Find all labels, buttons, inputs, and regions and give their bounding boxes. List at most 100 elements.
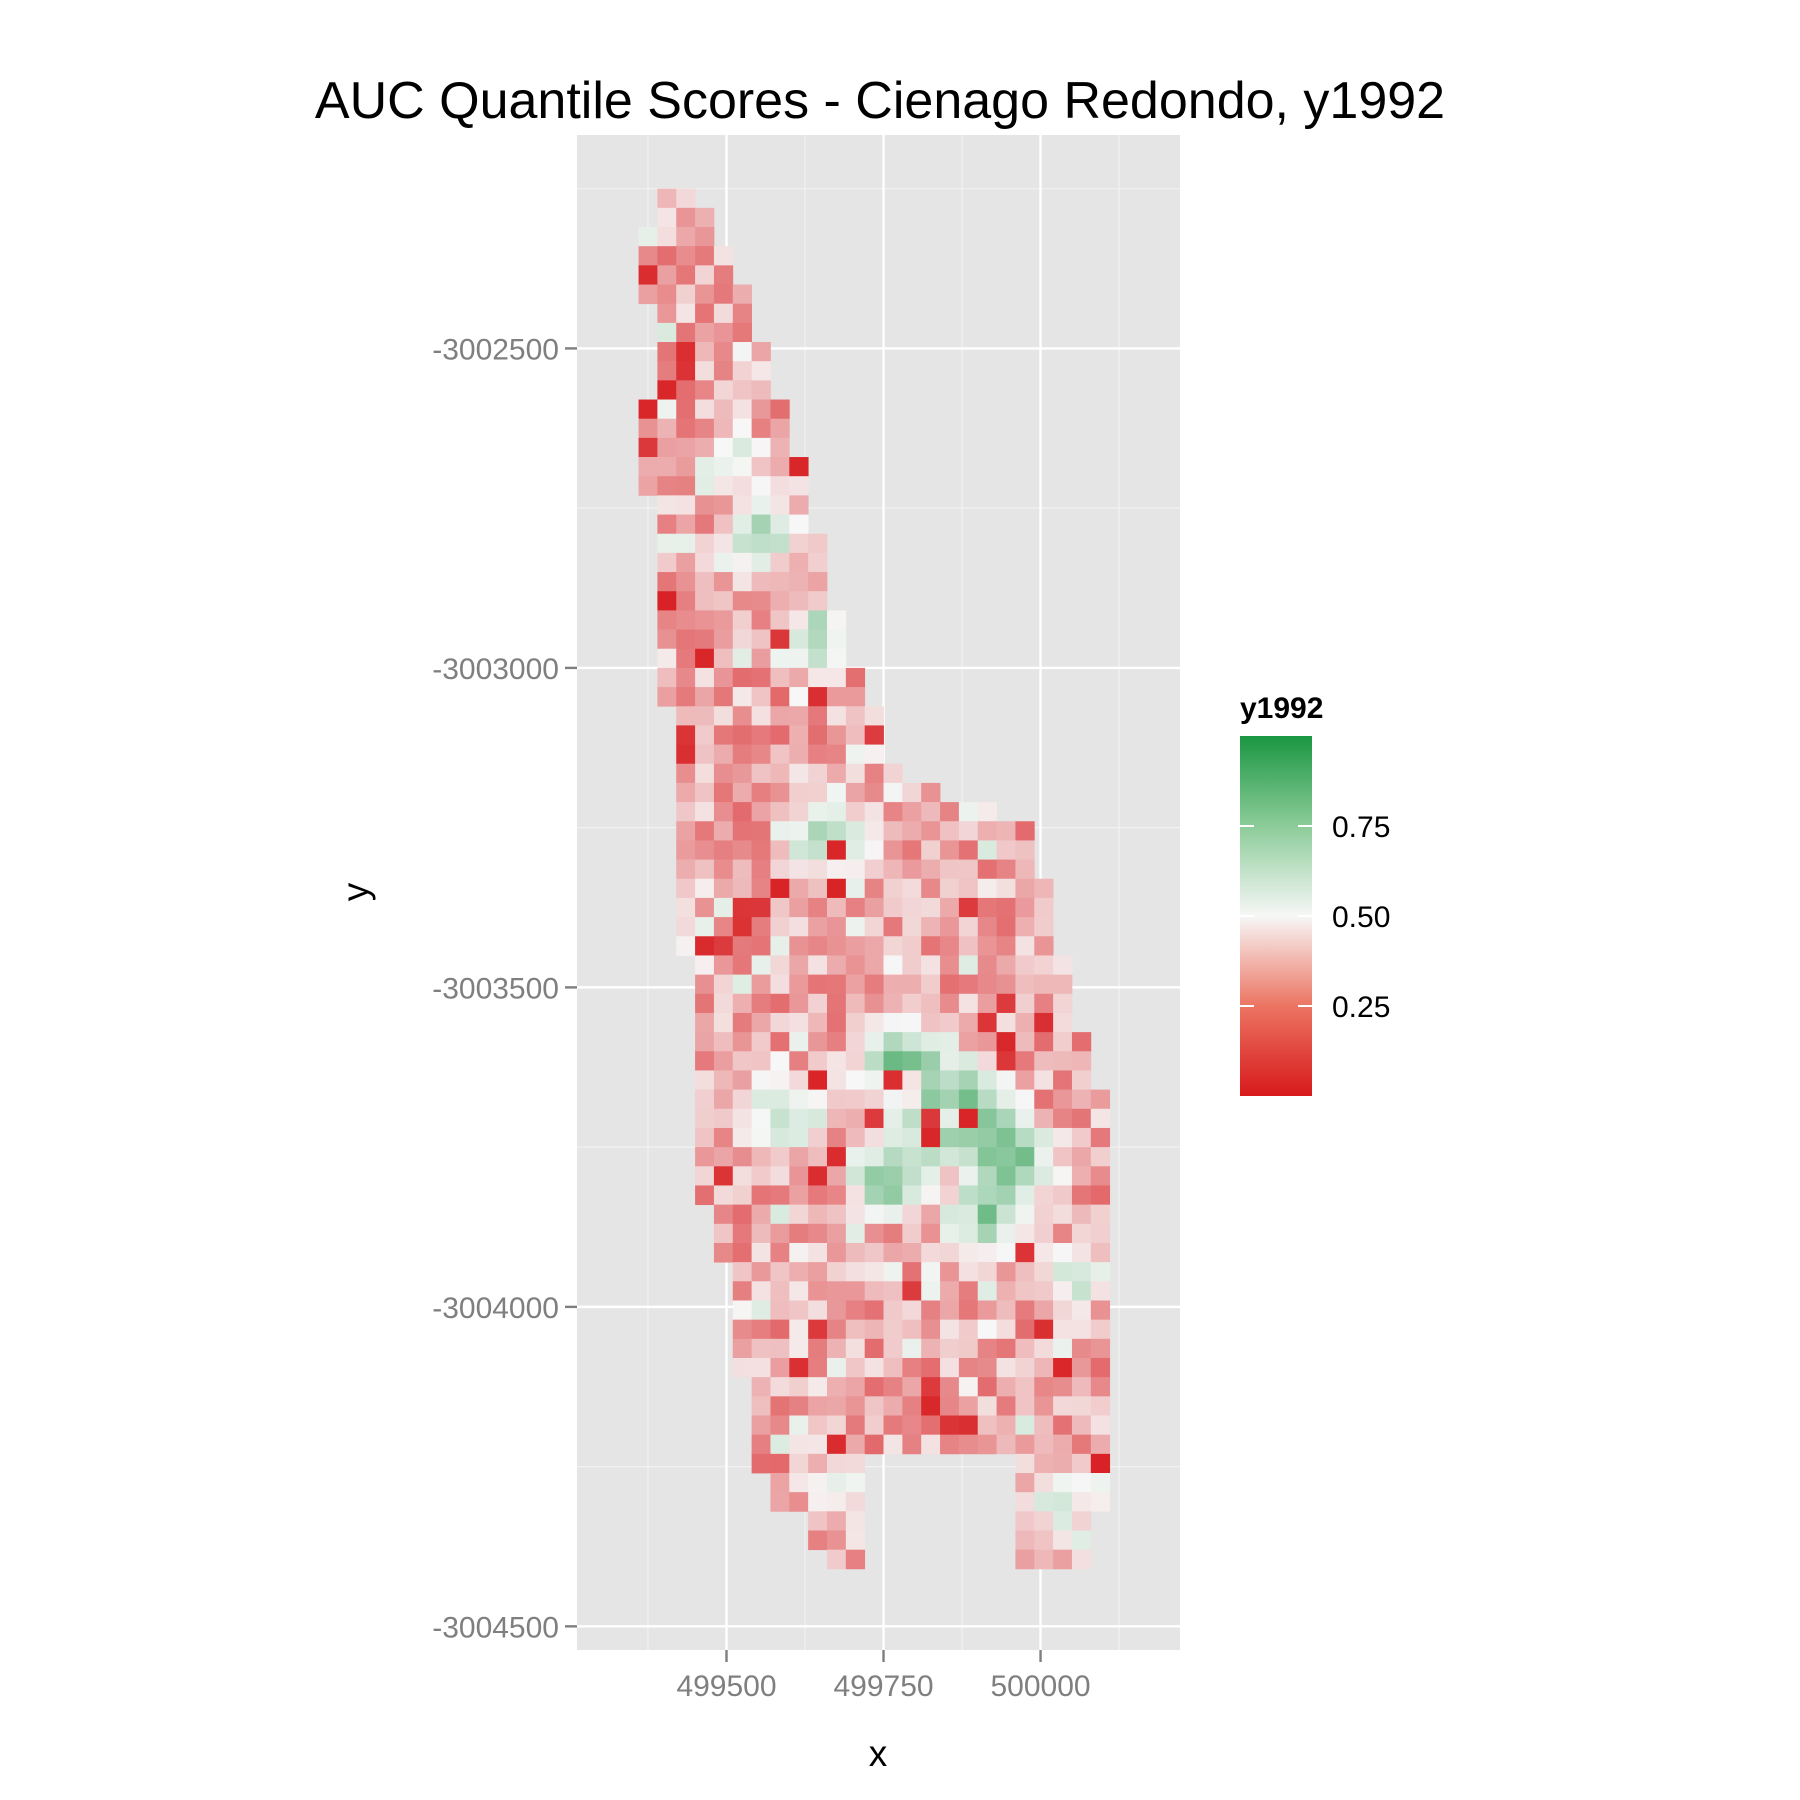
heatmap-cell	[996, 1300, 1016, 1321]
heatmap-cell	[1071, 1185, 1092, 1206]
heatmap-cell	[864, 1108, 884, 1129]
heatmap-cell	[1053, 1473, 1073, 1493]
heatmap-cell	[1015, 1089, 1035, 1110]
heatmap-cell	[1034, 878, 1054, 899]
heatmap-cell	[921, 1012, 941, 1033]
heatmap-cell	[996, 840, 1016, 860]
heatmap-cell	[921, 821, 941, 841]
heatmap-cell	[638, 246, 658, 266]
heatmap-cell	[732, 1204, 753, 1225]
heatmap-cell	[1071, 1396, 1092, 1416]
heatmap-cell	[1053, 1147, 1073, 1167]
heatmap-cell	[732, 1089, 753, 1110]
heatmap-cell	[826, 1166, 847, 1186]
heatmap-cell	[958, 1262, 979, 1282]
heatmap-cell	[695, 1070, 715, 1091]
heatmap-cell	[864, 1377, 884, 1397]
heatmap-cell	[1034, 1166, 1054, 1186]
heatmap-cell	[751, 533, 771, 554]
heatmap-cell	[770, 1012, 790, 1033]
heatmap-cell	[1034, 1357, 1054, 1378]
heatmap-cell	[826, 1492, 847, 1512]
heatmap-cell	[695, 1051, 715, 1071]
heatmap-cell	[1071, 1223, 1092, 1244]
heatmap-cell	[657, 687, 677, 707]
heatmap-cell	[789, 782, 809, 803]
heatmap-cell	[751, 572, 771, 592]
heatmap-cell	[883, 1338, 903, 1359]
heatmap-cell	[789, 744, 809, 765]
heatmap-cell	[864, 1434, 884, 1455]
heatmap-cell	[789, 878, 809, 899]
heatmap-cell	[713, 725, 734, 745]
heatmap-cell	[751, 1070, 771, 1091]
heatmap-cell	[958, 878, 979, 899]
heatmap-cell	[940, 1396, 960, 1416]
heatmap-cell	[770, 1185, 790, 1206]
heatmap-cell	[1090, 1492, 1111, 1512]
heatmap-cell	[789, 552, 809, 573]
heatmap-cell	[732, 648, 753, 669]
heatmap-cell	[713, 706, 734, 726]
heatmap-cell	[751, 1300, 771, 1321]
heatmap-cell	[883, 1262, 903, 1282]
heatmap-cell	[732, 514, 753, 535]
heatmap-cell	[902, 974, 922, 995]
heatmap-cell	[789, 1492, 809, 1512]
heatmap-cell	[789, 514, 809, 535]
heatmap-cell	[826, 1242, 847, 1263]
heatmap-cell	[713, 648, 734, 669]
heatmap-cell	[1053, 1127, 1073, 1148]
heatmap-cell	[789, 1377, 809, 1397]
heatmap-cell	[638, 437, 658, 458]
heatmap-cell	[1034, 1300, 1054, 1321]
heatmap-cell	[940, 859, 960, 880]
heatmap-cell	[826, 1127, 847, 1148]
heatmap-cell	[996, 974, 1016, 995]
heatmap-cell	[695, 859, 715, 880]
heatmap-cell	[751, 1108, 771, 1129]
heatmap-cell	[1034, 1012, 1054, 1033]
heatmap-cell	[676, 667, 696, 688]
heatmap-cell	[695, 840, 715, 860]
heatmap-cell	[958, 1319, 979, 1340]
heatmap-cell	[732, 936, 753, 956]
heatmap-cell	[751, 1262, 771, 1282]
heatmap-cell	[770, 476, 790, 496]
heatmap-cell	[695, 1032, 715, 1052]
heatmap-cell	[676, 284, 696, 305]
heatmap-cell	[921, 1338, 941, 1359]
heatmap-cell	[902, 936, 922, 956]
heatmap-cell	[1053, 1223, 1073, 1244]
heatmap-cell	[732, 322, 753, 343]
heatmap-cell	[883, 859, 903, 880]
heatmap-cell	[845, 1108, 866, 1129]
heatmap-cell	[958, 1338, 979, 1359]
heatmap-cell	[845, 1319, 866, 1340]
heatmap-cell	[713, 342, 734, 362]
heatmap-cell	[789, 629, 809, 650]
heatmap-cell	[826, 1453, 847, 1474]
heatmap-cell	[638, 227, 658, 247]
heatmap-cell	[751, 763, 771, 784]
heatmap-cell	[1034, 1453, 1054, 1474]
heatmap-cell	[977, 1166, 997, 1186]
heatmap-cell	[1015, 1511, 1035, 1531]
heatmap-cell	[902, 840, 922, 860]
heatmap-cell	[1090, 1319, 1111, 1340]
heatmap-cell	[713, 572, 734, 592]
heatmap-cell	[732, 744, 753, 765]
heatmap-cell	[826, 1089, 847, 1110]
heatmap-cell	[977, 1415, 997, 1436]
y-tick-label: -3002500	[432, 333, 559, 366]
heatmap-cell	[808, 1453, 828, 1474]
heatmap-cell	[713, 840, 734, 860]
heatmap-cell	[713, 687, 734, 707]
heatmap-cell	[921, 955, 941, 976]
heatmap-cell	[1071, 1530, 1092, 1551]
heatmap-cell	[676, 706, 696, 726]
heatmap-cell	[732, 284, 753, 305]
heatmap-cell	[732, 1185, 753, 1206]
heatmap-cell	[713, 361, 734, 381]
heatmap-cell	[751, 1281, 771, 1301]
